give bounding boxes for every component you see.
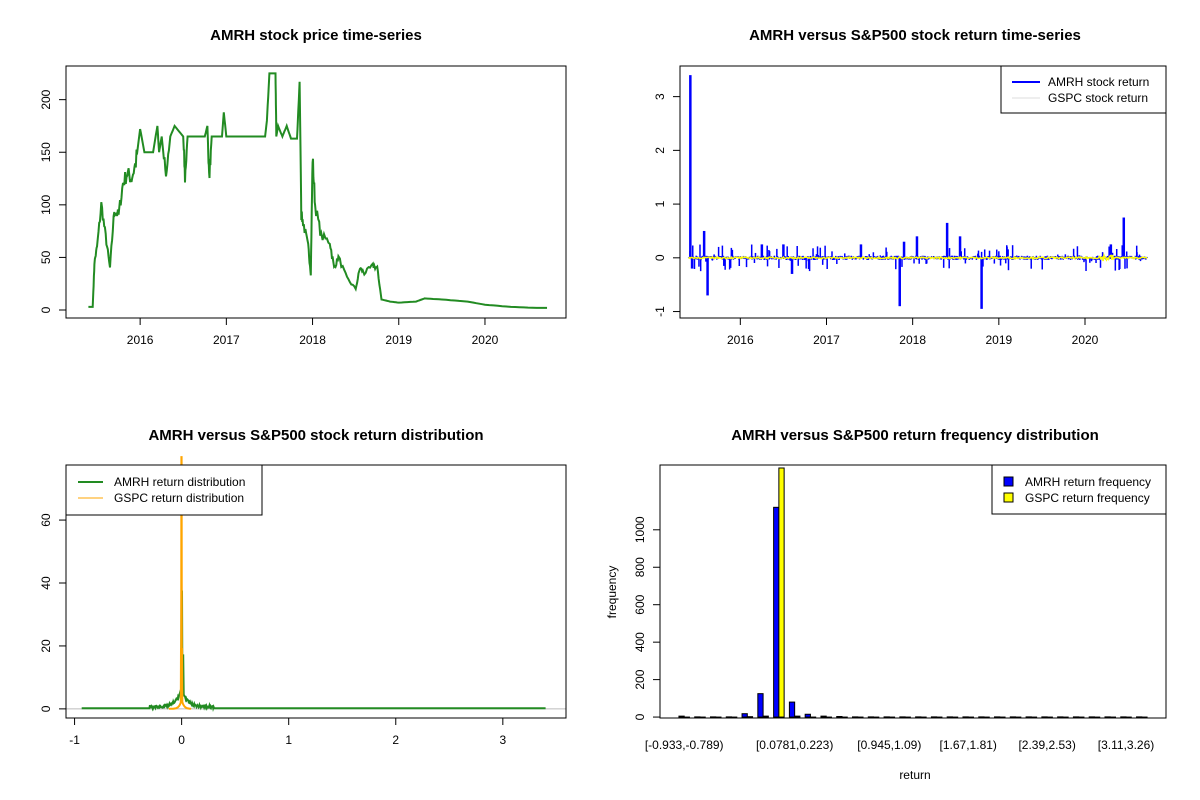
y-tick-label: 150 xyxy=(39,142,53,162)
y-tick-label: 2 xyxy=(653,147,667,154)
y-tick-label: 3 xyxy=(653,93,667,100)
amrh-bar xyxy=(678,715,685,718)
x-tick-label: 0 xyxy=(178,733,185,747)
chart-title-distribution: AMRH versus S&P500 stock return distribu… xyxy=(148,427,483,444)
legend-swatch-amrh xyxy=(1003,476,1014,487)
chart-title-frequency: AMRH versus S&P500 return frequency dist… xyxy=(731,427,1099,444)
x-tick-label: 1 xyxy=(285,733,292,747)
axes-panel-1: 2016 2017 2018 2019 2020 0 50 100 150 200 xyxy=(39,89,499,347)
x-axis-title: return xyxy=(899,768,930,782)
legend-box xyxy=(1000,65,1167,114)
plot-frame xyxy=(65,464,567,719)
y-tick-label: 0 xyxy=(39,705,53,712)
gspc-density-line xyxy=(168,456,192,710)
y-tick-label: 0 xyxy=(39,306,53,313)
x-tick-label: [-0.933,-0.789) xyxy=(645,738,724,752)
plot-frame xyxy=(679,65,1167,319)
gspc-bar xyxy=(746,716,754,718)
x-tick-label: 2018 xyxy=(899,333,926,347)
y-tick-label: 200 xyxy=(633,669,647,689)
y-axis-title: frequency xyxy=(605,566,619,619)
x-tick-label: 2017 xyxy=(213,333,240,347)
x-tick-label: 3 xyxy=(499,733,506,747)
amrh-bar xyxy=(788,701,796,718)
x-tick-label: [0.0781,0.223) xyxy=(756,738,833,752)
y-tick-label: 0 xyxy=(653,254,667,261)
y-tick-label: 20 xyxy=(39,639,53,653)
chart-title-price: AMRH stock price time-series xyxy=(210,27,422,44)
y-tick-label: 60 xyxy=(39,513,53,527)
x-tick-label: [0.945,1.09) xyxy=(857,738,921,752)
legend-label: AMRH stock return xyxy=(1048,75,1149,89)
axes-panel-2: 2016 2017 2018 2019 2020 -1 0 1 2 3 xyxy=(653,93,1099,347)
x-tick-label: 2016 xyxy=(127,333,154,347)
chart-title-returns: AMRH versus S&P500 stock return time-ser… xyxy=(749,27,1081,44)
amrh-bar xyxy=(741,713,748,718)
legend-returns: AMRH stock return GSPC stock return xyxy=(1000,65,1167,114)
y-tick-label: 100 xyxy=(39,194,53,214)
axes-panel-4: 0 200 400 600 800 1000 xyxy=(633,516,661,720)
legend-label: AMRH return frequency xyxy=(1025,475,1151,489)
y-tick-label: 40 xyxy=(39,576,53,590)
amrh-bar xyxy=(804,713,811,718)
legend-label: GSPC return frequency xyxy=(1025,491,1150,505)
y-tick-label: 400 xyxy=(633,632,647,652)
axes-panel-3: -1 0 1 2 3 0 20 40 60 xyxy=(39,513,506,747)
x-tick-label: [2.39,2.53) xyxy=(1018,738,1075,752)
price-line xyxy=(88,72,548,309)
x-tick-label: 2018 xyxy=(299,333,326,347)
amrh-bar xyxy=(820,715,827,718)
amrh-bar xyxy=(836,716,843,718)
x-tick-label: 2020 xyxy=(472,333,499,347)
y-tick-label: -1 xyxy=(653,306,667,317)
plot-frame xyxy=(65,65,567,319)
plot-frame xyxy=(659,464,1167,719)
legend-label: GSPC return distribution xyxy=(114,491,244,505)
x-tick-label: -1 xyxy=(69,733,80,747)
legend-distribution: AMRH return distribution GSPC return dis… xyxy=(65,464,263,516)
x-tick-label: 2016 xyxy=(727,333,754,347)
y-tick-label: 50 xyxy=(39,250,53,264)
x-tick-label: 2020 xyxy=(1072,333,1099,347)
gspc-bar xyxy=(778,467,785,718)
x-tick-label: [3.11,3.26) xyxy=(1098,738,1154,752)
legend-box xyxy=(65,464,263,516)
legend-frequency: AMRH return frequency GSPC return freque… xyxy=(991,464,1167,515)
y-tick-label: 200 xyxy=(39,89,53,109)
y-tick-label: 800 xyxy=(633,557,647,577)
legend-label: AMRH return distribution xyxy=(114,475,245,489)
bars xyxy=(678,467,1148,718)
x-tick-label: 2017 xyxy=(813,333,840,347)
gspc-bar xyxy=(794,715,801,718)
y-tick-label: 1000 xyxy=(633,516,647,543)
x-tick-label: 2 xyxy=(392,733,399,747)
amrh-density-line xyxy=(81,588,546,712)
legend-swatch-gspc xyxy=(1003,492,1014,503)
gspc-return-line xyxy=(688,252,1148,262)
y-tick-label: 600 xyxy=(633,594,647,614)
y-tick-label: 1 xyxy=(653,200,667,207)
x-tick-label: 2019 xyxy=(385,333,412,347)
x-tick-label: [1.67,1.81) xyxy=(940,738,997,752)
frequency-x-tick-labels: [-0.933,-0.789) [0.0781,0.223) [0.945,1.09… xyxy=(645,738,1154,752)
amrh-bar xyxy=(757,693,764,718)
y-tick-label: 0 xyxy=(633,713,647,720)
legend-label: GSPC stock return xyxy=(1048,91,1148,105)
amrh-bar xyxy=(773,506,780,718)
legend-box xyxy=(991,464,1167,515)
gspc-bar xyxy=(762,715,769,718)
x-tick-label: 2019 xyxy=(985,333,1012,347)
